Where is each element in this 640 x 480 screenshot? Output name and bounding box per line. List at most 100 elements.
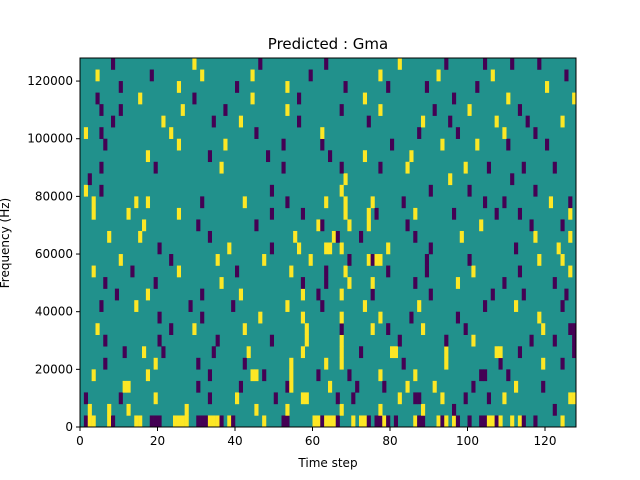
heatmap-cell [215,334,220,347]
heatmap-cell [153,415,158,428]
heatmap-cell [366,115,371,128]
heatmap-cell [517,415,523,428]
heatmap-cell [227,242,232,255]
heatmap-cell [169,323,174,335]
heatmap-cell [386,81,391,93]
heatmap-cell [281,138,286,151]
heatmap-cell [545,81,550,93]
heatmap-cell [506,138,511,151]
heatmap-cell [378,369,383,382]
heatmap-cell [235,392,240,405]
heatmap-cell [134,415,139,428]
heatmap-cell [424,254,430,266]
heatmap-cell [176,207,182,220]
heatmap-cell [413,230,418,243]
heatmap-cell [211,346,216,359]
heatmap-cell [87,173,92,186]
heatmap-cell [91,265,96,278]
y-tick-label: 0 [65,420,73,434]
heatmap-cell [289,357,294,370]
heatmap-cell [316,415,321,428]
heatmap-cell [366,207,371,220]
y-axis-label: Frequency (Hz) [0,198,12,289]
heatmap-cell [320,219,325,232]
heatmap-cell [242,196,247,209]
y-tick-label: 80000 [35,189,73,203]
heatmap-cell [324,58,329,70]
heatmap-cell [180,104,185,116]
heatmap-cells [83,58,577,428]
heatmap-cell [95,69,100,82]
heatmap-cell [483,58,488,70]
x-tick-label: 0 [76,434,84,448]
heatmap-cell [525,115,530,128]
heatmap-cell [200,415,205,428]
heatmap-cell [320,127,325,139]
heatmap-cell [568,196,573,209]
heatmap-cell [289,369,294,382]
heatmap-cell [436,415,441,428]
heatmap-cell [440,415,445,428]
heatmap-cell [537,311,542,324]
heatmap-cell [397,392,402,405]
heatmap-cell [514,380,519,393]
heatmap-cell [510,173,515,186]
heatmap-cell [91,207,96,220]
heatmap-cell [343,265,348,278]
heatmap-cell [335,230,340,243]
heatmap-cell [564,69,569,82]
heatmap-cell [452,415,457,428]
heatmap-cell [266,150,271,163]
heatmap-cell [339,104,344,116]
heatmap-cell [331,230,337,243]
heatmap-cell [455,415,461,428]
heatmap-cell [359,415,364,428]
heatmap-cell [483,415,488,428]
heatmap-cell [169,127,174,139]
heatmap-cell [130,265,135,278]
heatmap-cell [432,380,437,393]
heatmap-cell [324,265,329,278]
heatmap-cell [479,219,484,232]
heatmap-cell [390,346,395,359]
heatmap-cell [572,392,577,405]
x-tick-label: 80 [382,434,397,448]
heatmap-cell [328,242,333,255]
heatmap-cell [328,415,333,428]
heatmap-cell [517,104,523,116]
heatmap-cell [475,81,480,93]
heatmap-cell [308,69,313,82]
heatmap-cell [339,403,344,416]
heatmap-cell [548,196,554,209]
heatmap-cell [366,254,371,266]
heatmap-cell [192,58,197,70]
heatmap-cell [409,311,414,324]
heatmap-cell [533,415,538,428]
heatmap-cell [541,380,546,393]
heatmap-cell [444,334,449,347]
heatmap-cell [145,288,151,301]
heatmap-cell [393,415,399,428]
heatmap-cell [502,127,507,139]
heatmap-cell [382,380,387,393]
heatmap-cell [417,300,422,312]
heatmap-cell [285,415,290,428]
heatmap-cell [83,184,89,197]
heatmap-cell [83,127,89,139]
heatmap-cell [498,357,503,370]
heatmap-cell [293,230,298,243]
heatmap-cell [533,230,538,243]
heatmap-cell [269,334,275,347]
heatmap-cell [378,415,383,428]
heatmap-cell [215,254,220,266]
heatmap-cell [572,92,577,105]
heatmap-cell [176,265,182,278]
heatmap-cell [436,69,441,82]
heatmap-cell [157,242,162,255]
heatmap-cell [455,311,461,324]
heatmap-cell [107,403,112,416]
heatmap-cell [552,403,557,416]
heatmap-cell [173,415,178,428]
heatmap-cell [269,242,275,255]
heatmap-cell [192,323,197,335]
